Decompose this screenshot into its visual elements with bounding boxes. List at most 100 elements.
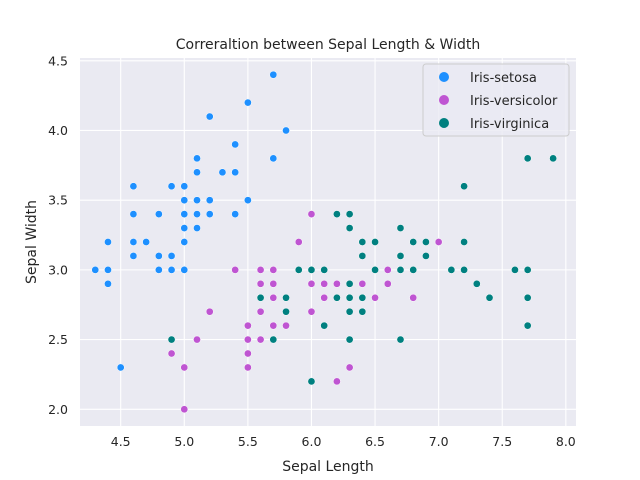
data-point-virginica bbox=[358, 252, 367, 260]
data-point-versicolor bbox=[231, 266, 240, 274]
data-point-versicolor bbox=[294, 238, 303, 246]
data-point-versicolor bbox=[269, 279, 278, 288]
data-point-versicolor bbox=[358, 279, 367, 288]
data-point-virginica bbox=[422, 238, 430, 246]
data-point-setosa bbox=[180, 266, 189, 274]
data-point-versicolor bbox=[383, 266, 392, 274]
y-tick-label: 4.0 bbox=[48, 123, 68, 138]
data-point-virginica bbox=[460, 182, 468, 191]
data-point-versicolor bbox=[244, 363, 252, 372]
data-point-virginica bbox=[523, 321, 532, 330]
data-point-virginica bbox=[333, 293, 341, 302]
data-point-virginica bbox=[307, 266, 316, 274]
data-point-virginica bbox=[396, 252, 405, 260]
data-point-virginica bbox=[409, 238, 418, 246]
y-tick-labels: 2.0 2.5 3.0 3.5 4.0 4.5 bbox=[48, 53, 68, 416]
data-point-virginica bbox=[269, 335, 278, 344]
data-point-virginica bbox=[371, 238, 379, 246]
data-point-versicolor bbox=[269, 321, 278, 330]
data-point-setosa bbox=[193, 168, 201, 177]
data-point-setosa bbox=[218, 168, 227, 177]
legend-label-virginica: Iris-virginica bbox=[470, 117, 549, 132]
data-point-versicolor bbox=[333, 279, 341, 288]
legend: Iris-setosa Iris-versicolor Iris-virgini… bbox=[422, 63, 570, 137]
data-point-versicolor bbox=[244, 335, 252, 344]
data-point-setosa bbox=[205, 210, 214, 218]
data-point-setosa bbox=[193, 210, 201, 218]
data-point-setosa bbox=[269, 70, 278, 79]
x-tick-label: 5.0 bbox=[174, 434, 194, 449]
x-tick-label: 4.5 bbox=[111, 434, 131, 449]
data-point-setosa bbox=[167, 182, 176, 191]
data-point-versicolor bbox=[180, 363, 189, 372]
legend-marker-virginica bbox=[439, 118, 449, 128]
data-point-versicolor bbox=[244, 321, 252, 330]
data-point-virginica bbox=[523, 266, 532, 274]
data-point-versicolor bbox=[256, 307, 265, 316]
data-point-virginica bbox=[523, 293, 532, 302]
data-point-virginica bbox=[320, 266, 329, 274]
x-tick-label: 6.0 bbox=[302, 434, 322, 449]
data-point-versicolor bbox=[269, 266, 278, 274]
legend-box bbox=[422, 63, 570, 137]
data-point-virginica bbox=[358, 307, 367, 316]
data-point-virginica bbox=[167, 335, 176, 344]
data-point-virginica bbox=[282, 307, 290, 316]
data-point-setosa bbox=[205, 196, 214, 205]
data-point-setosa bbox=[180, 196, 189, 205]
data-point-versicolor bbox=[371, 293, 379, 302]
data-point-setosa bbox=[104, 266, 112, 274]
data-point-versicolor bbox=[383, 279, 392, 288]
x-tick-label: 6.5 bbox=[365, 434, 385, 449]
data-point-virginica bbox=[396, 335, 405, 344]
data-point-versicolor bbox=[269, 293, 278, 302]
data-point-virginica bbox=[345, 307, 354, 316]
data-point-setosa bbox=[142, 238, 150, 246]
data-point-setosa bbox=[104, 238, 112, 246]
data-point-virginica bbox=[345, 210, 354, 218]
data-point-versicolor bbox=[320, 279, 329, 288]
data-point-setosa bbox=[231, 168, 240, 177]
data-point-versicolor bbox=[256, 335, 265, 344]
data-point-virginica bbox=[472, 279, 481, 288]
data-point-setosa bbox=[155, 266, 163, 274]
data-point-setosa bbox=[129, 210, 138, 218]
data-point-setosa bbox=[205, 112, 214, 121]
data-point-setosa bbox=[231, 140, 240, 149]
data-point-setosa bbox=[129, 252, 138, 260]
data-point-virginica bbox=[320, 321, 329, 330]
data-point-virginica bbox=[345, 335, 354, 344]
data-point-versicolor bbox=[307, 210, 316, 218]
chart-title: Correraltion between Sepal Length & Widt… bbox=[176, 37, 480, 53]
x-tick-label: 7.5 bbox=[492, 434, 512, 449]
data-point-setosa bbox=[193, 154, 201, 163]
data-point-virginica bbox=[345, 224, 354, 232]
data-point-versicolor bbox=[180, 405, 189, 414]
data-point-setosa bbox=[167, 252, 176, 260]
data-point-setosa bbox=[193, 196, 201, 205]
data-point-virginica bbox=[409, 266, 418, 274]
data-point-virginica bbox=[447, 266, 456, 274]
legend-label-setosa: Iris-setosa bbox=[470, 71, 537, 86]
data-point-virginica bbox=[549, 154, 557, 163]
y-tick-label: 2.5 bbox=[48, 332, 68, 347]
data-point-virginica bbox=[307, 377, 316, 386]
data-point-virginica bbox=[460, 238, 468, 246]
data-point-setosa bbox=[244, 98, 252, 107]
data-point-virginica bbox=[358, 293, 367, 302]
y-tick-label: 2.0 bbox=[48, 402, 68, 417]
data-point-virginica bbox=[294, 266, 303, 274]
data-point-virginica bbox=[256, 293, 265, 302]
data-point-versicolor bbox=[409, 293, 418, 302]
data-point-setosa bbox=[155, 252, 163, 260]
data-point-versicolor bbox=[256, 279, 265, 288]
y-tick-label: 3.5 bbox=[48, 193, 68, 208]
data-point-setosa bbox=[180, 182, 189, 191]
data-point-virginica bbox=[460, 266, 468, 274]
legend-label-versicolor: Iris-versicolor bbox=[470, 94, 558, 109]
data-point-versicolor bbox=[205, 307, 214, 316]
data-point-virginica bbox=[345, 279, 354, 288]
data-point-versicolor bbox=[167, 349, 176, 358]
x-tick-labels: 4.5 5.0 5.5 6.0 6.5 7.0 7.5 8.0 bbox=[111, 434, 576, 449]
